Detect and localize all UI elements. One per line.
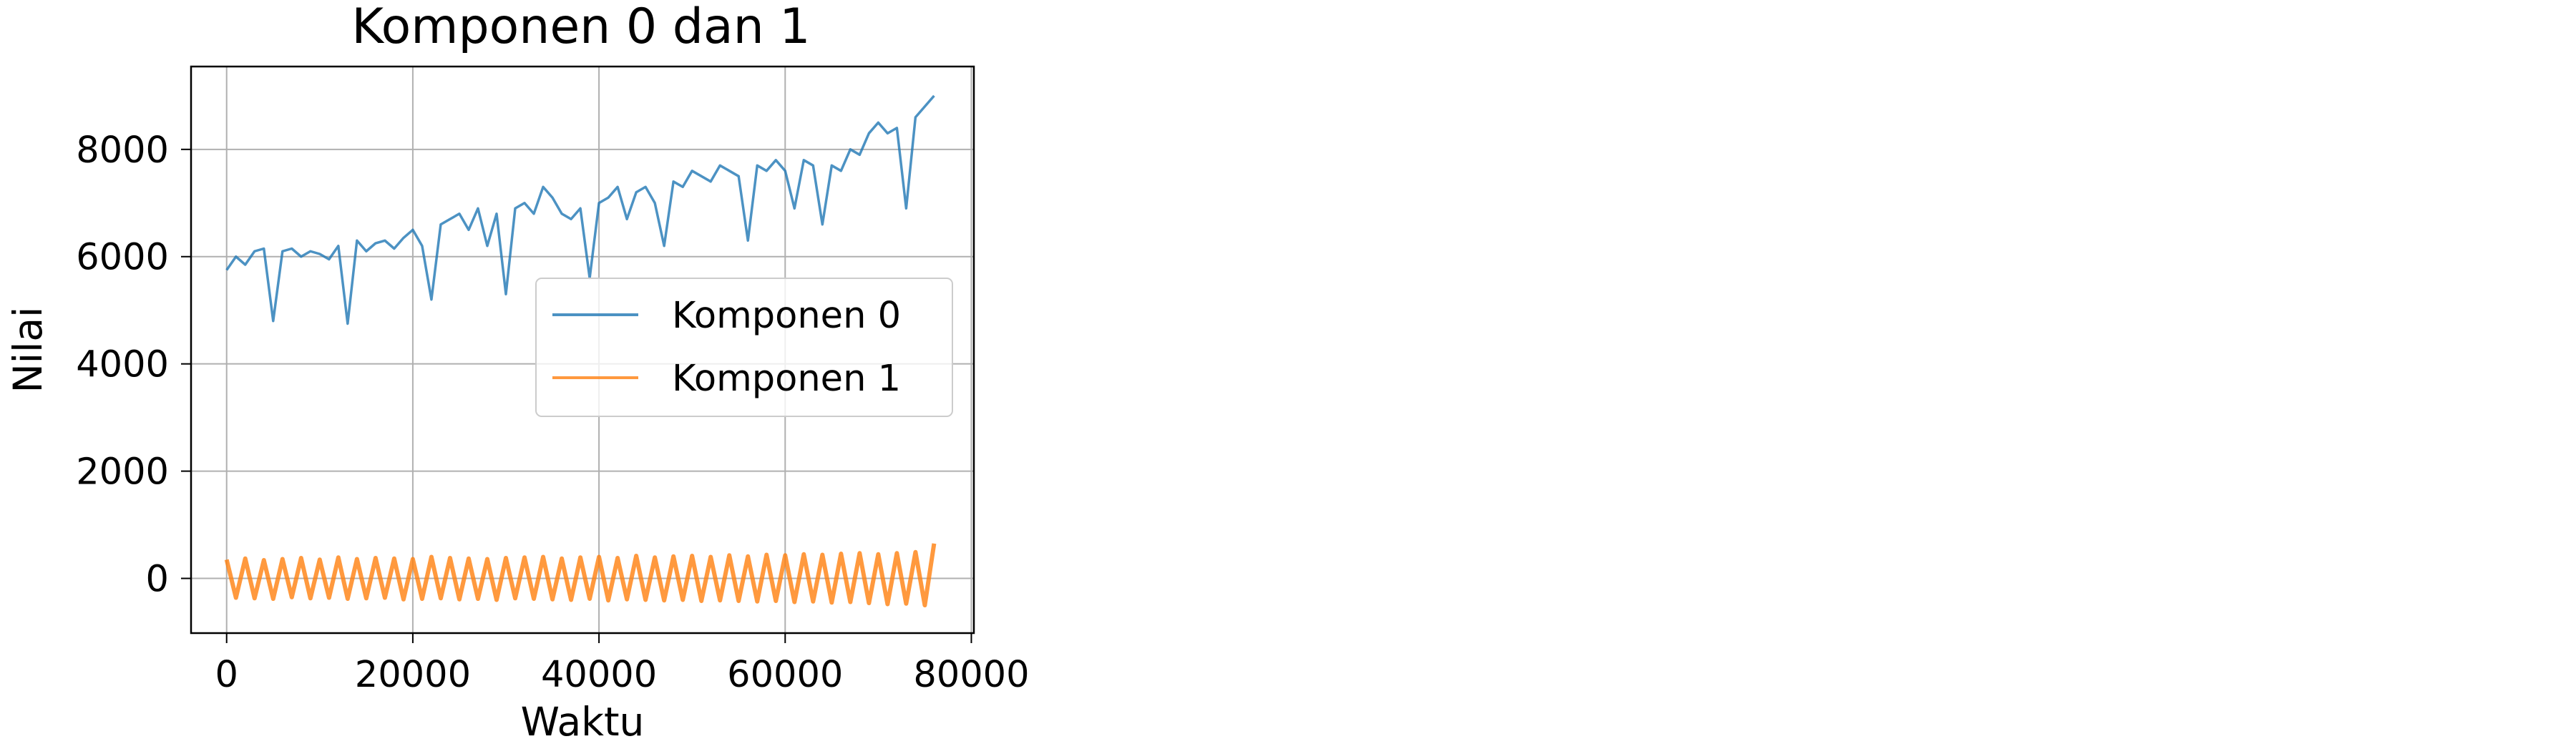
legend-label: Komponen 0	[672, 295, 901, 337]
y-tick-label: 6000	[76, 237, 169, 279]
legend-box	[535, 278, 953, 417]
legend-label: Komponen 1	[672, 358, 901, 400]
x-tick-label: 0	[215, 654, 238, 696]
y-tick-label: 2000	[76, 451, 169, 494]
x-axis-label: Waktu	[521, 699, 645, 745]
series-line	[224, 543, 937, 608]
y-tick-label: 0	[146, 559, 169, 601]
x-tick-label: 60000	[727, 654, 843, 696]
y-tick-label: 4000	[76, 344, 169, 386]
y-axis-label: Nilai	[5, 307, 51, 393]
legend: Komponen 0 Komponen 1	[535, 278, 953, 417]
x-tick-label: 80000	[913, 654, 1029, 696]
x-tick-label: 20000	[355, 654, 471, 696]
x-tick-label: 40000	[541, 654, 657, 696]
series-line	[225, 94, 935, 325]
axes-frame	[190, 65, 975, 635]
y-tick-label: 8000	[76, 129, 169, 172]
chart-title: Komponen 0 dan 1	[351, 0, 810, 55]
